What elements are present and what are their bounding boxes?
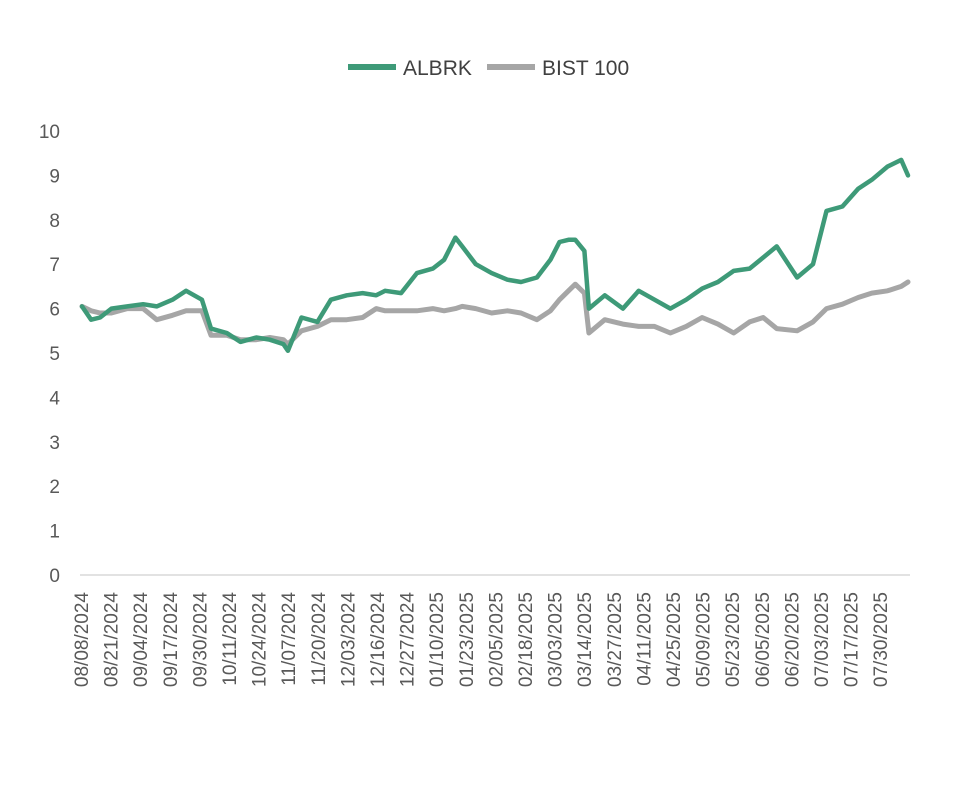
x-tick-label: 12/27/2024 — [398, 592, 419, 688]
y-tick-label: 9 — [49, 166, 60, 187]
series-line-albrk — [79, 157, 911, 354]
y-tick-label: 2 — [49, 477, 60, 498]
x-tick-label: 09/04/2024 — [131, 592, 152, 688]
x-tick-label: 09/30/2024 — [190, 592, 211, 688]
x-tick-label: 05/09/2025 — [694, 592, 715, 687]
x-tick-label: 10/11/2024 — [220, 592, 241, 686]
x-tick-label: 01/23/2025 — [457, 592, 478, 687]
y-tick-label: 7 — [49, 255, 60, 276]
x-tick-label: 12/16/2024 — [368, 592, 389, 688]
series-line-bist-100 — [79, 279, 911, 347]
x-tick-label: 08/21/2024 — [102, 592, 123, 688]
y-tick-label: 1 — [49, 522, 60, 543]
x-tick-label: 03/27/2025 — [605, 592, 626, 687]
x-tick-label: 04/25/2025 — [664, 592, 685, 687]
x-tick-label: 06/20/2025 — [782, 592, 803, 687]
x-tick-label: 01/10/2025 — [427, 592, 448, 687]
x-tick-label: 09/17/2024 — [161, 592, 182, 688]
x-tick-label: 02/05/2025 — [486, 592, 507, 687]
x-tick-label: 11/07/2024 — [279, 592, 300, 686]
y-tick-label: 3 — [49, 433, 60, 454]
y-tick-label: 5 — [49, 344, 60, 365]
x-tick-label: 10/24/2024 — [250, 592, 271, 688]
x-tick-label: 03/03/2025 — [546, 592, 567, 687]
x-tick-label: 07/30/2025 — [871, 592, 892, 687]
y-tick-label: 10 — [39, 122, 60, 143]
x-tick-label: 12/03/2024 — [338, 592, 359, 688]
x-tick-label: 03/14/2025 — [575, 592, 596, 687]
y-axis-tick-labels: 0 1 2 3 4 5 6 7 8 9 10 — [39, 122, 61, 587]
x-tick-label: 08/08/2024 — [72, 592, 93, 688]
legend-label-bist-100: BIST 100 — [542, 57, 629, 80]
y-tick-label: 0 — [49, 566, 60, 587]
x-tick-label: 11/20/2024 — [309, 592, 330, 686]
series-layer — [79, 157, 911, 354]
x-tick-label: 05/23/2025 — [723, 592, 744, 687]
y-tick-label: 6 — [49, 300, 60, 321]
x-tick-label: 07/03/2025 — [812, 592, 833, 687]
x-tick-label: 07/17/2025 — [842, 592, 863, 687]
y-tick-label: 8 — [49, 211, 60, 232]
x-tick-label: 06/05/2025 — [753, 592, 774, 687]
y-tick-label: 4 — [49, 388, 60, 409]
x-tick-label: 02/18/2025 — [516, 592, 537, 687]
legend: ALBRK BIST 100 — [348, 57, 629, 80]
legend-label-albrk: ALBRK — [403, 57, 472, 80]
x-axis-tick-labels: 08/08/2024 08/21/2024 09/04/2024 09/17/2024… — [72, 592, 892, 688]
x-tick-label: 04/11/2025 — [634, 592, 655, 686]
